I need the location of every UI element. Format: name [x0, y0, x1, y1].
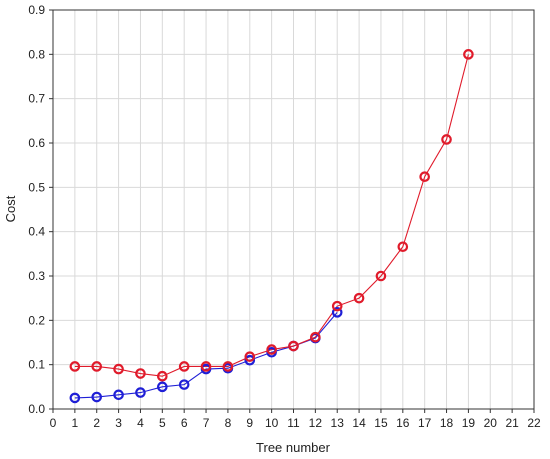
x-tick-label: 11 — [287, 416, 300, 430]
series-2-point — [310, 331, 321, 343]
series-1-point — [157, 381, 168, 393]
x-tick-label: 8 — [225, 416, 232, 430]
series-2-point — [135, 368, 146, 379]
y-tick-label: 0.6 — [28, 136, 45, 150]
series-1-point — [91, 391, 103, 403]
series-2-point — [244, 351, 256, 362]
y-tick-label: 0.2 — [28, 313, 45, 327]
x-tick-label: 2 — [93, 416, 100, 430]
series-1-point — [113, 389, 124, 401]
series-2-point — [91, 361, 103, 372]
series-group — [69, 49, 474, 404]
x-tick-label: 16 — [396, 416, 410, 430]
x-tick-label: 6 — [181, 416, 188, 430]
series-2-point — [331, 300, 343, 312]
x-axis-label: Tree number — [256, 440, 331, 455]
series-1-point — [69, 392, 81, 404]
x-tick-label: 20 — [484, 416, 498, 430]
series-1-point — [178, 379, 190, 390]
y-axis: 0.0 0.1 0.2 0.3 0.4 0.5 0.6 0.7 0.8 0.9 — [28, 3, 53, 416]
x-tick-label: 1 — [72, 416, 79, 430]
series-2-point — [113, 363, 124, 375]
series-2-line — [74, 54, 469, 377]
y-tick-label: 0.8 — [28, 47, 45, 61]
x-tick-label: 22 — [527, 416, 541, 430]
series-2-point — [397, 241, 409, 253]
y-tick-label: 0.0 — [28, 402, 45, 416]
x-axis: 0 1 2 3 4 5 6 7 8 9 10 11 12 13 14 15 16 17 18 19 20 21 22 — [50, 409, 541, 430]
series-2-point — [441, 134, 452, 145]
x-tick-label: 0 — [50, 416, 57, 430]
x-tick-label: 13 — [331, 416, 345, 430]
series-2-point — [178, 361, 190, 372]
series-2-point — [463, 49, 474, 60]
series-2-point — [69, 361, 81, 372]
series-2-point — [353, 292, 365, 304]
x-tick-label: 17 — [418, 416, 432, 430]
x-tick-label: 14 — [352, 416, 366, 430]
series-1-point — [331, 307, 343, 318]
x-tick-label: 9 — [246, 416, 253, 430]
series-2-point — [222, 361, 234, 372]
y-tick-label: 0.9 — [28, 3, 45, 17]
series-2-point — [200, 361, 212, 372]
x-tick-label: 12 — [309, 416, 323, 430]
series-2-point — [419, 171, 430, 182]
x-tick-label: 15 — [374, 416, 388, 430]
x-tick-label: 7 — [203, 416, 210, 430]
x-tick-label: 5 — [159, 416, 166, 430]
x-tick-label: 10 — [265, 416, 279, 430]
grid — [52, 9, 535, 410]
x-tick-label: 3 — [115, 416, 122, 430]
x-tick-label: 21 — [505, 416, 519, 430]
x-tick-label: 4 — [137, 416, 144, 430]
y-tick-label: 0.7 — [28, 92, 45, 106]
series-1-point — [244, 354, 256, 366]
y-axis-label: Cost — [3, 195, 18, 222]
x-tick-label: 18 — [440, 416, 454, 430]
y-tick-label: 0.5 — [28, 180, 45, 194]
y-tick-label: 0.1 — [28, 358, 45, 372]
y-tick-label: 0.4 — [28, 225, 45, 239]
x-tick-label: 19 — [462, 416, 476, 430]
series-2-point — [157, 370, 168, 382]
series-2-point — [375, 270, 387, 282]
series-2-point — [288, 340, 299, 352]
series-2-point — [266, 344, 277, 355]
y-tick-label: 0.3 — [28, 269, 45, 283]
series-1-point — [135, 387, 146, 398]
